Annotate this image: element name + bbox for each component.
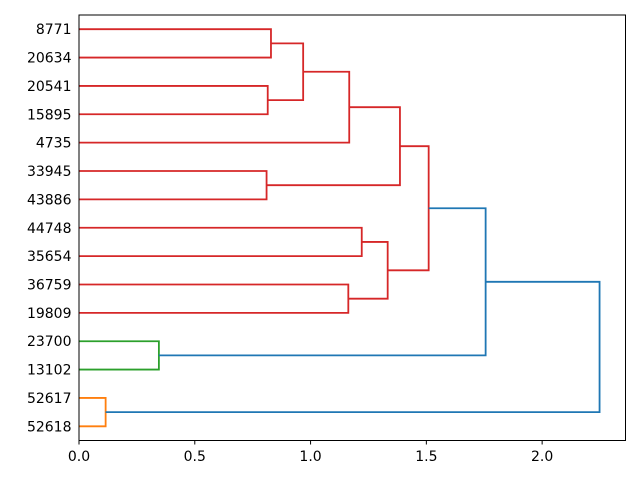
leaf-label: 36759 [27,277,72,293]
dendrogram-link-m11 [79,340,160,371]
leaf-label: 23700 [27,334,72,350]
leaf-label: 33945 [27,164,72,180]
dendrogram-link-m12 [79,397,107,428]
leaf-label: 35654 [27,249,72,265]
leaf-label: 20541 [27,79,72,95]
dendrogram-link-m6 [79,283,350,314]
dendrogram-link-m13 [158,207,487,357]
dendrogram-link-m5 [79,70,351,144]
x-tick-label: 0.5 [184,449,206,465]
leaf-label: 8771 [36,22,72,38]
leaf-label: 19809 [27,306,72,322]
leaf-label: 20634 [27,51,72,67]
leaf-label: 52618 [27,419,72,435]
dendrogram-link-m8 [348,241,389,300]
plot-border [78,14,626,441]
leaf-label: 15895 [27,107,72,123]
leaf-label: 52617 [27,391,72,407]
dendrogram-link-m10 [387,145,430,272]
x-tick-label: 1.0 [299,449,321,465]
leaf-label: 4735 [36,136,72,152]
dendrogram-link-m14 [105,280,601,414]
leaf-label: 13102 [27,363,72,379]
dendrogram-link-m1 [79,28,272,59]
x-tick-label: 0.0 [68,449,90,465]
dendrogram-link-m4 [79,170,268,201]
x-tick-label: 2.0 [531,449,553,465]
dendrogram-link-m9 [266,106,401,187]
dendrogram-link-m3 [267,42,305,101]
dendrogram-link-m7 [79,226,363,258]
leaf-label: 43886 [27,192,72,208]
dendrogram-link-m2 [79,85,269,116]
leaf-label: 44748 [27,221,72,237]
x-tick-label: 1.5 [415,449,437,465]
